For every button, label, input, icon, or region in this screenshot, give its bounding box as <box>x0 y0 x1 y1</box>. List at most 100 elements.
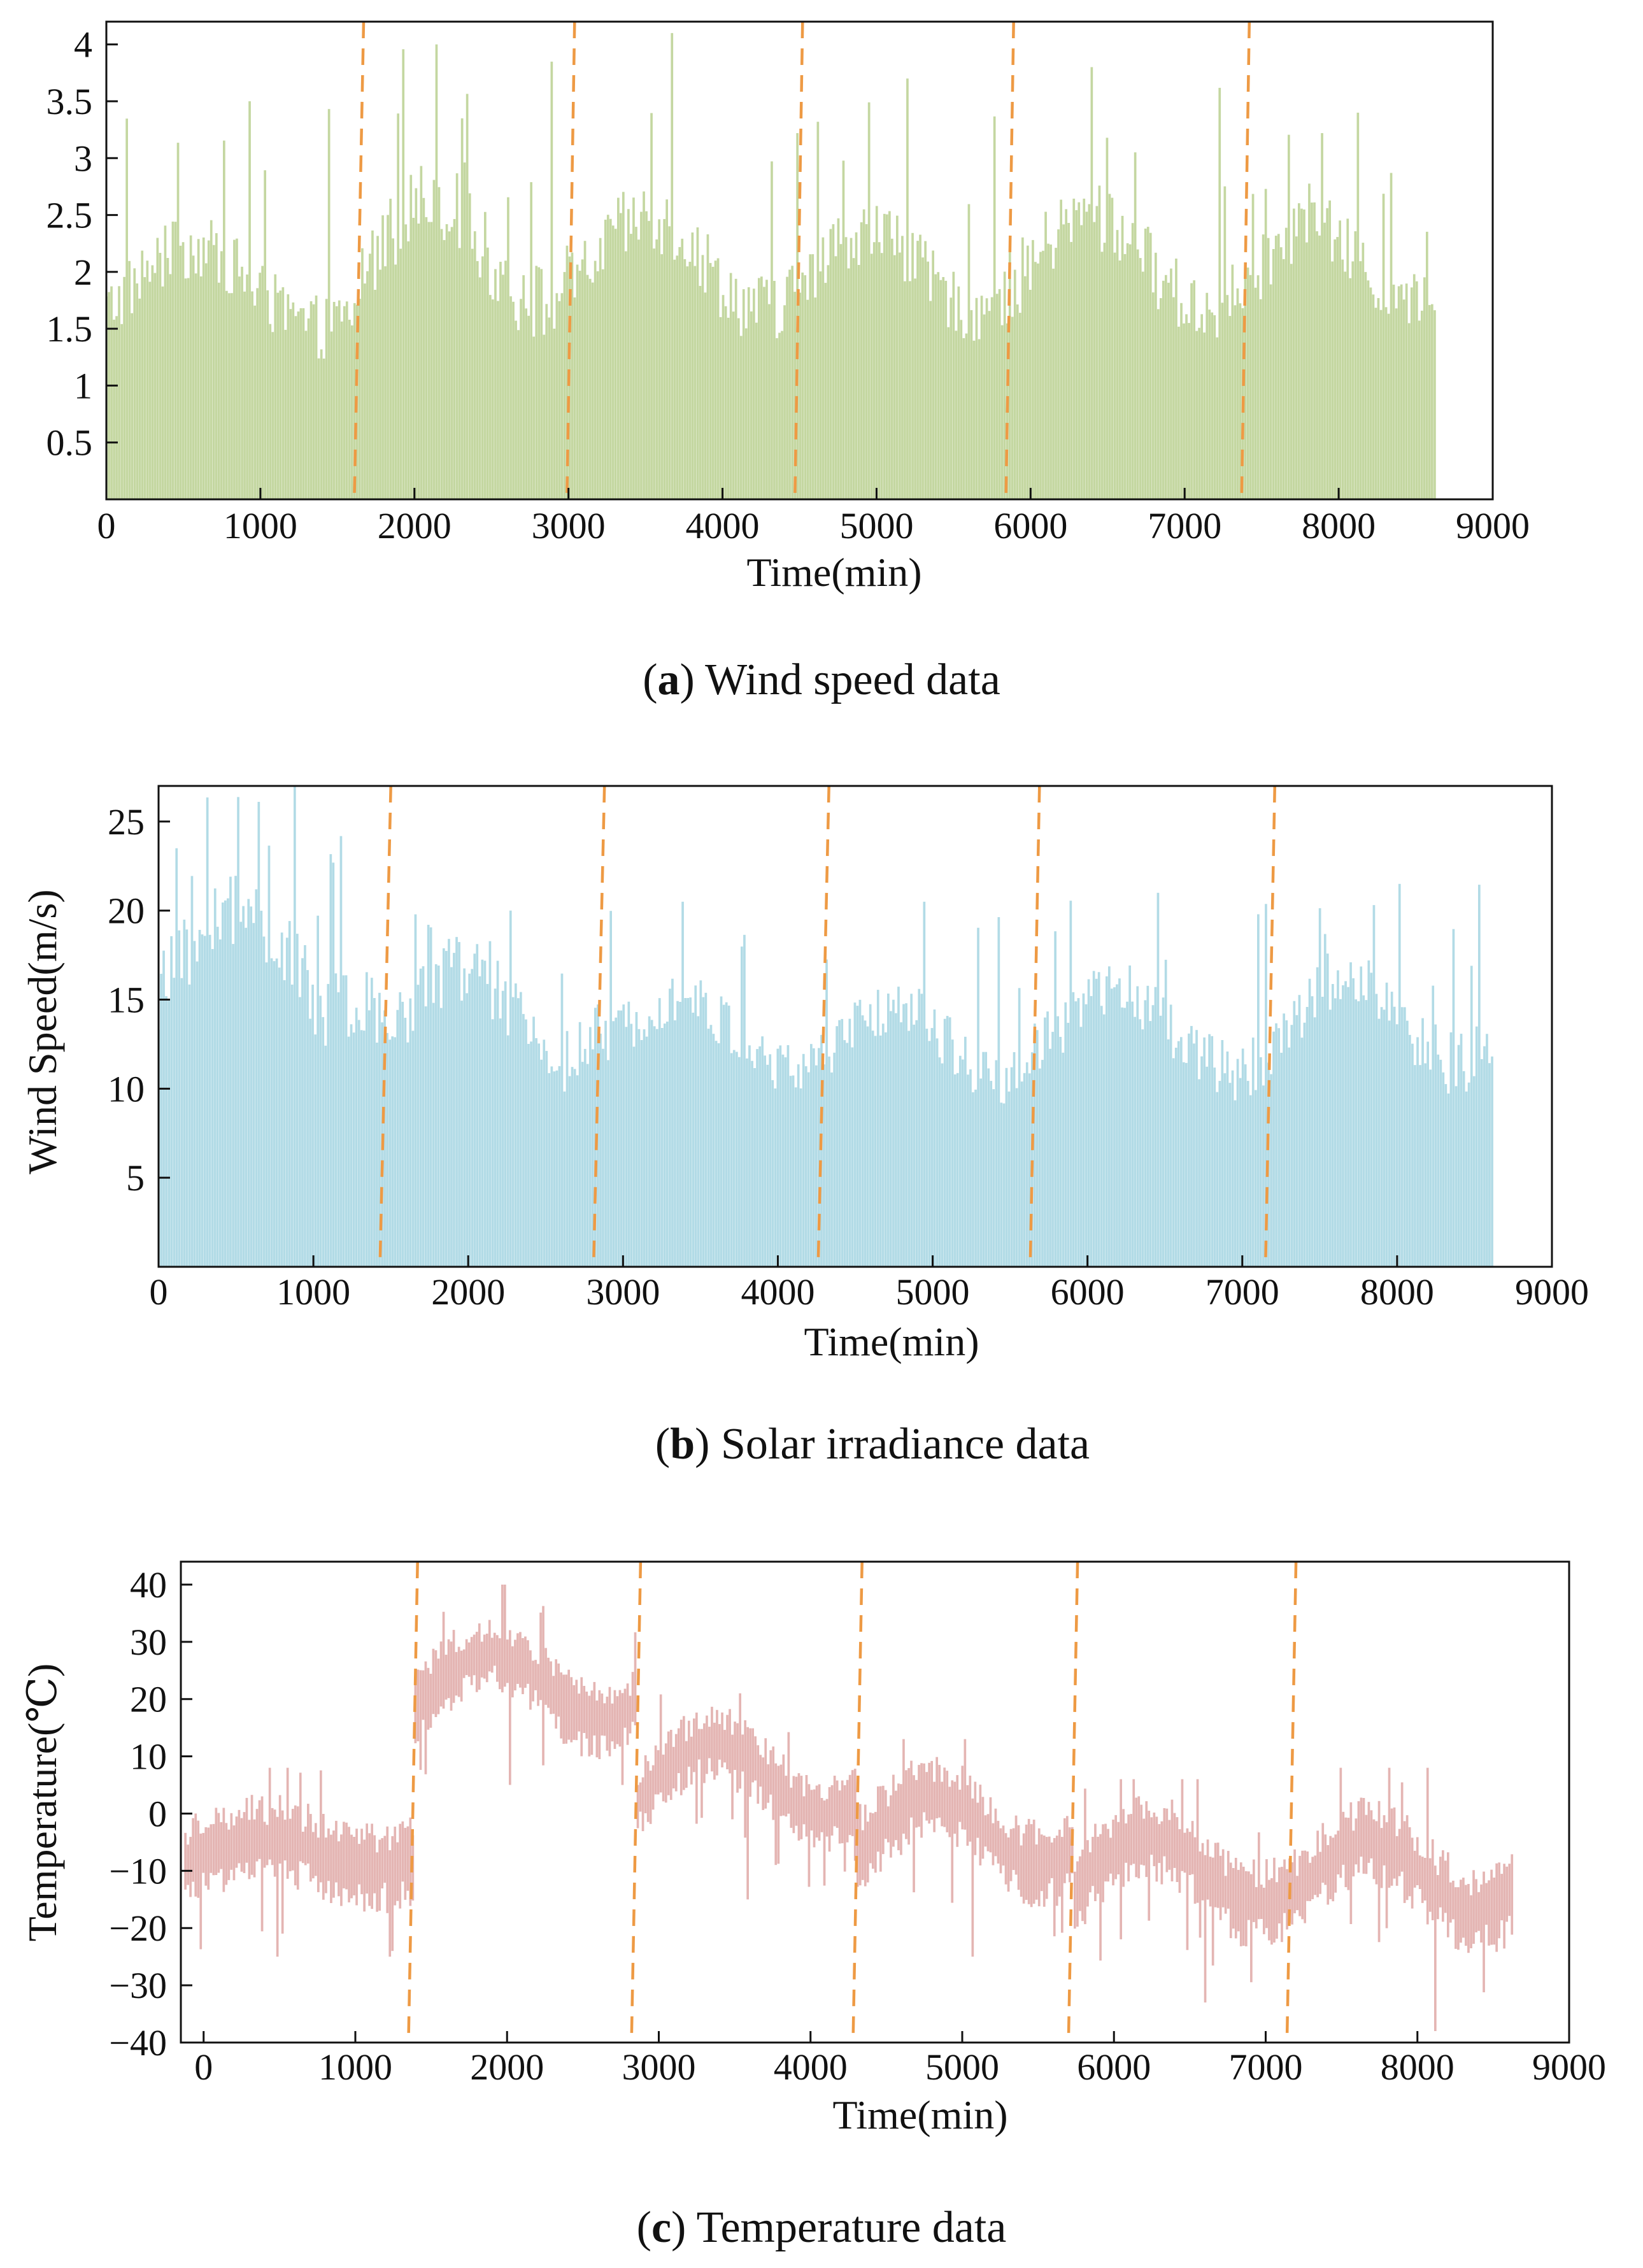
data-bar-c-251 <box>825 1799 829 1837</box>
data-bar-c-6 <box>199 1833 203 1950</box>
data-bar-b-126 <box>481 959 484 1267</box>
data-bar-c-363 <box>1112 1820 1114 1886</box>
data-bar-a-40 <box>207 240 210 499</box>
data-bar-b-252 <box>804 1066 807 1267</box>
data-bar-a-397 <box>1121 215 1124 499</box>
data-bar-b-327 <box>997 917 1000 1267</box>
data-bar-a-336 <box>965 333 968 499</box>
data-bar-c-113 <box>473 1634 476 1676</box>
data-bar-b-470 <box>1365 1000 1368 1267</box>
caption-b: (b) Solar irradiance data <box>655 1420 1090 1469</box>
data-bar-a-73 <box>292 302 295 499</box>
data-bar-b-264 <box>836 1026 838 1267</box>
data-bar-a-296 <box>862 209 865 499</box>
data-bar-a-174 <box>550 61 553 499</box>
data-bar-c-221 <box>749 1728 751 1797</box>
data-bar-b-392 <box>1164 959 1167 1267</box>
data-bar-a-253 <box>753 289 755 499</box>
data-bar-b-76 <box>352 1032 355 1267</box>
data-bar-b-417 <box>1228 1083 1232 1267</box>
data-bar-c-54 <box>322 1814 325 1900</box>
data-bar-a-429 <box>1203 332 1206 499</box>
data-bar-c-47 <box>304 1826 307 1865</box>
data-bar-c-130 <box>516 1633 519 1684</box>
data-bar-b-322 <box>985 1052 987 1267</box>
data-bar-c-443 <box>1316 1830 1319 1897</box>
data-bar-a-38 <box>202 237 205 499</box>
data-bar-c-267 <box>866 1822 869 1883</box>
data-bar-c-234 <box>782 1754 785 1816</box>
data-bar-c-357 <box>1097 1836 1099 1894</box>
data-bar-a-187 <box>583 241 587 499</box>
data-bar-c-247 <box>815 1785 818 1838</box>
data-bar-c-471 <box>1388 1767 1391 1888</box>
data-bar-b-456 <box>1329 1009 1332 1267</box>
data-bar-c-270 <box>874 1811 877 1873</box>
data-bar-c-111 <box>467 1642 471 1677</box>
data-bar-c-384 <box>1165 1808 1169 1872</box>
data-bar-b-243 <box>781 1054 785 1267</box>
x-axis-label-c: Time(min) <box>833 2092 1008 2137</box>
data-bar-a-248 <box>739 336 743 499</box>
data-bar-c-420 <box>1258 1832 1260 1920</box>
data-bar-a-52 <box>238 276 241 499</box>
data-bar-b-220 <box>722 1004 725 1267</box>
data-bar-a-517 <box>1428 304 1431 499</box>
data-bar-c-473 <box>1393 1807 1396 1879</box>
data-bar-a-69 <box>281 287 285 499</box>
data-bar-b-494 <box>1426 1041 1429 1267</box>
data-bar-c-400 <box>1206 1839 1209 1900</box>
data-bar-a-123 <box>420 166 423 499</box>
data-bar-c-378 <box>1150 1817 1153 1855</box>
data-bar-c-67 <box>355 1829 358 1906</box>
data-bar-c-93 <box>422 1670 425 1720</box>
data-bar-b-234 <box>758 1046 761 1267</box>
data-bar-c-98 <box>434 1650 437 1717</box>
x-tick-label-c-9: 9000 <box>1532 2046 1606 2088</box>
data-bar-c-306 <box>966 1785 969 1846</box>
data-bar-c-197 <box>688 1720 690 1767</box>
data-bar-b-468 <box>1360 966 1363 1267</box>
data-bar-b-34 <box>245 927 247 1267</box>
data-bar-b-54 <box>296 934 299 1267</box>
data-bar-a-304 <box>883 213 886 499</box>
data-bar-c-390 <box>1181 1779 1184 1871</box>
data-bar-c-431 <box>1286 1869 1288 1930</box>
x-tick-label-a-8: 8000 <box>1302 505 1376 546</box>
data-bar-b-33 <box>242 906 245 1267</box>
data-bar-c-194 <box>679 1720 683 1795</box>
data-bar-a-182 <box>571 252 574 499</box>
data-bar-a-148 <box>484 211 487 499</box>
data-bar-b-337 <box>1023 1073 1026 1267</box>
data-bar-c-256 <box>838 1790 841 1844</box>
data-bar-b-321 <box>982 1052 985 1267</box>
data-bar-c-103 <box>447 1639 450 1699</box>
y-tick-label-a-5: 3 <box>74 138 92 179</box>
data-bar-c-506 <box>1477 1892 1480 1931</box>
data-bar-b-241 <box>776 1048 779 1267</box>
data-bar-c-29 <box>258 1800 261 1859</box>
data-bar-c-160 <box>593 1681 596 1736</box>
data-bar-c-132 <box>522 1638 524 1694</box>
x-tick-label-a-6: 6000 <box>993 505 1067 546</box>
data-bar-b-262 <box>830 1072 833 1267</box>
data-bar-b-142 <box>522 1014 525 1267</box>
data-bar-b-202 <box>676 1001 679 1267</box>
data-bar-b-157 <box>560 973 564 1267</box>
data-bar-a-499 <box>1382 194 1385 499</box>
data-bar-b-71 <box>339 836 343 1267</box>
data-bar-a-67 <box>276 292 280 499</box>
data-bar-a-228 <box>688 262 692 499</box>
data-bar-c-389 <box>1178 1829 1181 1893</box>
data-bar-b-383 <box>1141 1029 1144 1267</box>
data-bar-a-379 <box>1075 210 1078 499</box>
data-bar-b-344 <box>1041 1060 1044 1267</box>
data-bar-b-318 <box>974 1089 977 1267</box>
data-bar-a-258 <box>765 280 768 499</box>
data-bar-c-193 <box>677 1728 680 1773</box>
data-bar-c-413 <box>1239 1862 1242 1946</box>
data-bar-a-289 <box>844 237 848 499</box>
data-bar-b-115 <box>453 953 455 1267</box>
data-bar-c-31 <box>263 1822 266 1868</box>
data-bar-a-326 <box>939 280 942 499</box>
